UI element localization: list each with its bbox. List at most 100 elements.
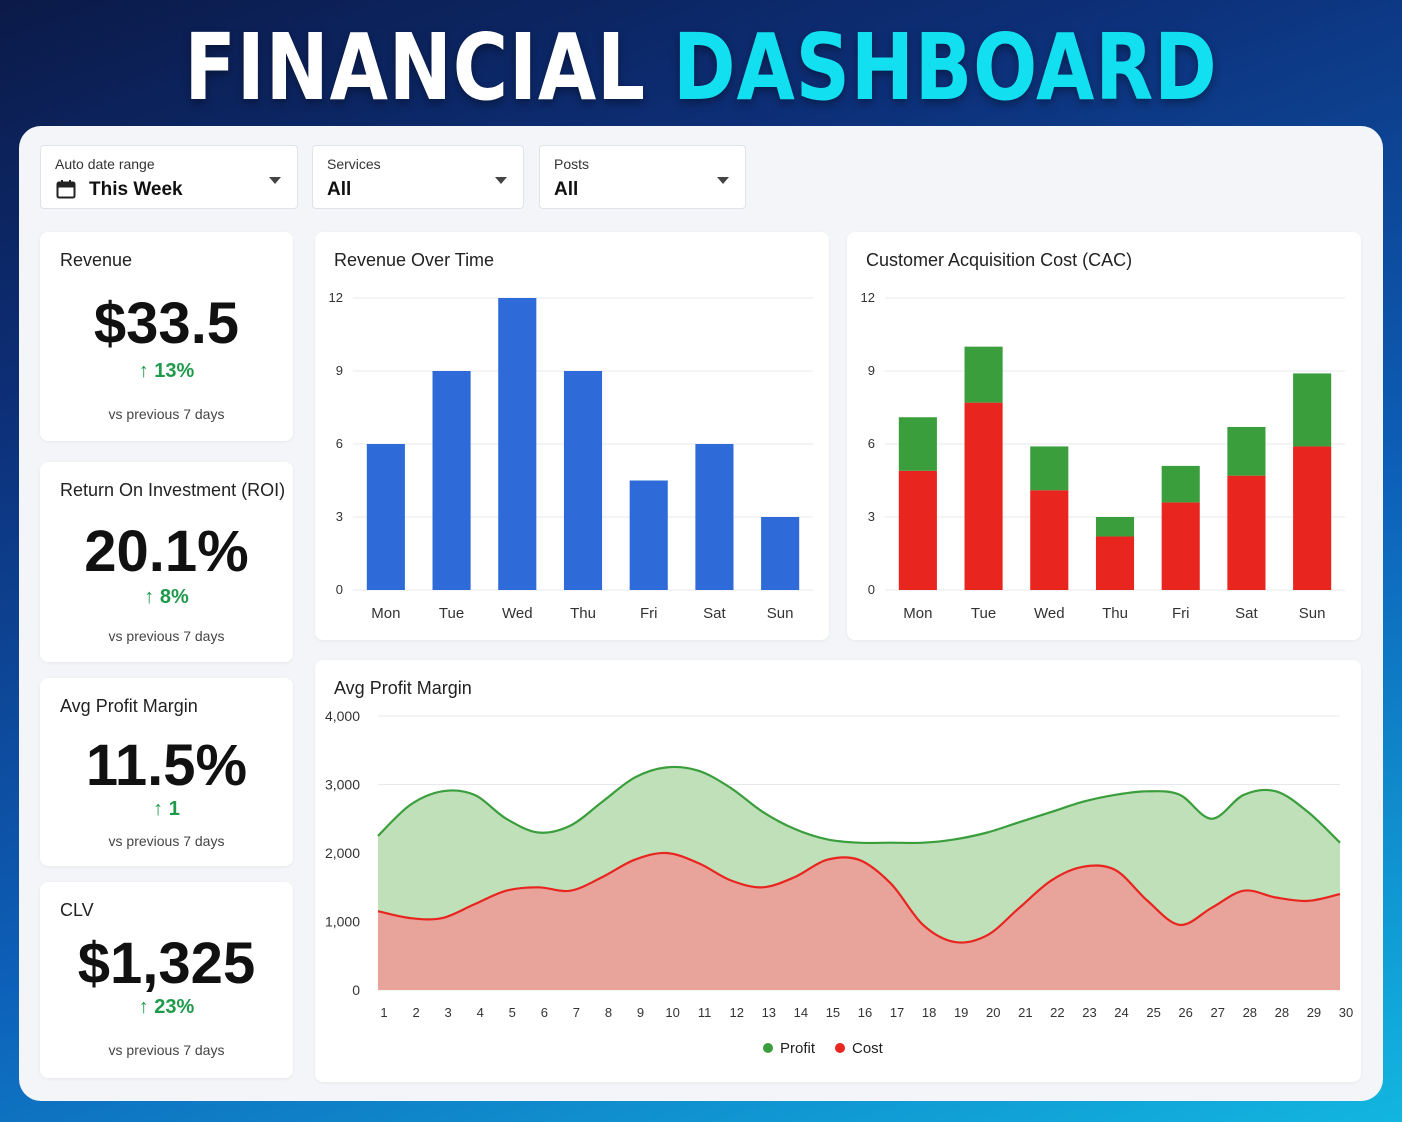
y-tick-label: 0	[336, 582, 343, 597]
x-tick-label: Sun	[1299, 605, 1326, 622]
x-tick-label: 20	[986, 1005, 1000, 1020]
legend-label-profit: Profit	[780, 1040, 816, 1057]
bar-segment	[898, 470, 937, 590]
y-tick-label: 6	[336, 436, 343, 451]
posts-dropdown[interactable]: Posts All	[539, 145, 746, 209]
x-tick-label: 26	[1178, 1005, 1192, 1020]
kpi-title: Revenue	[60, 250, 133, 270]
bar-segment	[1095, 536, 1135, 590]
x-tick-label: 19	[954, 1005, 968, 1020]
x-tick-label: 25	[1146, 1005, 1160, 1020]
x-tick-label: 2	[412, 1005, 419, 1020]
bar-segment	[1030, 446, 1069, 491]
revenue-chart-card: Revenue Over Time 0 3 6 9 12 Mon Tue Wed Thu Fri S…	[315, 232, 829, 640]
bar-segment	[1227, 426, 1266, 476]
posts-label: Posts	[554, 156, 590, 172]
x-tick-label: 7	[573, 1005, 580, 1020]
x-tick-label: Sun	[767, 605, 794, 622]
calendar-icon	[56, 180, 76, 199]
kpi-delta: ↑ 23%	[138, 996, 195, 1018]
x-tick-label: 13	[762, 1005, 776, 1020]
y-tick-label: 2,000	[325, 845, 360, 861]
y-tick-label: 3	[868, 509, 875, 524]
legend-label-cost: Cost	[852, 1040, 884, 1057]
bar-segment	[1030, 490, 1069, 590]
y-tick-label: 12	[861, 290, 875, 305]
kpi-delta: ↑ 1	[153, 798, 180, 820]
kpi-subtext: vs previous 7 days	[108, 833, 225, 849]
kpi-value: 20.1%	[84, 519, 249, 584]
bar	[432, 371, 471, 590]
kpi-value: $33.5	[93, 291, 240, 356]
cost-area	[378, 852, 1340, 990]
profit-line	[377, 765, 1341, 845]
bar-segment	[1293, 446, 1332, 590]
kpi-title: CLV	[60, 900, 94, 920]
date-range-dropdown[interactable]: Auto date range This Week	[40, 145, 298, 209]
chart-title: Revenue Over Time	[334, 250, 495, 270]
kpi-title: Return On Investment (ROI)	[60, 480, 286, 500]
x-tick-label: Fri	[1172, 605, 1190, 622]
kpi-card-roi: Return On Investment (ROI) 20.1% ↑ 8% vs…	[40, 462, 293, 662]
chevron-down-icon	[269, 177, 281, 184]
x-tick-label: 1	[380, 1005, 387, 1020]
x-tick-label: 23	[1082, 1005, 1096, 1020]
x-tick-label: Fri	[640, 605, 658, 622]
x-tick-label: 27	[1210, 1005, 1224, 1020]
x-tick-label: Tue	[971, 605, 996, 622]
y-tick-label: 12	[329, 290, 343, 305]
kpi-card-clv: CLV $1,325 ↑ 23% vs previous 7 days	[40, 882, 293, 1078]
x-tick-label: 4	[477, 1005, 484, 1020]
y-tick-label: 9	[868, 363, 875, 378]
x-tick-label: Thu	[570, 605, 596, 622]
y-tick-label: 3	[336, 509, 343, 524]
y-tick-label: 4,000	[325, 708, 360, 724]
x-tick-label: 18	[922, 1005, 936, 1020]
kpi-subtext: vs previous 7 days	[108, 1042, 225, 1058]
legend-swatch-profit	[763, 1043, 773, 1053]
x-tick-label: Wed	[1034, 605, 1065, 622]
y-tick-label: 0	[352, 982, 360, 998]
x-tick-label: 11	[698, 1005, 712, 1020]
kpi-subtext: vs previous 7 days	[108, 406, 225, 422]
cost-line	[377, 851, 1341, 944]
y-tick-label: 6	[868, 436, 875, 451]
kpi-subtext: vs previous 7 days	[108, 628, 225, 644]
services-dropdown[interactable]: Services All	[312, 145, 524, 209]
kpi-title: Avg Profit Margin	[60, 696, 198, 716]
x-tick-label: Mon	[903, 605, 932, 622]
y-tick-label: 3,000	[325, 777, 360, 793]
y-tick-label: 9	[336, 363, 343, 378]
dashboard-board: Auto date range This Week Services All P…	[19, 126, 1383, 1101]
services-value: All	[327, 179, 352, 200]
y-tick-label: 1,000	[325, 914, 360, 930]
x-tick-label: 10	[665, 1005, 679, 1020]
bar-segment	[1161, 465, 1200, 503]
chevron-down-icon	[717, 177, 729, 184]
x-tick-label: 8	[605, 1005, 612, 1020]
x-tick-label: 30	[1339, 1005, 1353, 1020]
posts-value: All	[554, 179, 579, 200]
x-tick-label: 22	[1050, 1005, 1064, 1020]
date-range-value: This Week	[89, 179, 183, 200]
bar	[366, 444, 405, 590]
legend-swatch-cost	[835, 1043, 845, 1053]
date-range-label: Auto date range	[55, 156, 155, 172]
bar	[629, 480, 668, 590]
x-tick-label: 21	[1018, 1005, 1032, 1020]
bar	[695, 444, 734, 590]
x-tick-label: 9	[637, 1005, 644, 1020]
revenue-bar-chart: 0 3 6 9 12 Mon Tue Wed Thu Fri Sat Sun	[329, 290, 813, 622]
bar	[761, 517, 800, 590]
kpi-value: 11.5%	[85, 733, 248, 798]
bar-segment	[1161, 502, 1200, 590]
kpi-value: $1,325	[77, 931, 256, 996]
x-tick-label: Sat	[1235, 605, 1258, 622]
bar-segment	[1227, 475, 1266, 590]
x-tick-label: 16	[858, 1005, 872, 1020]
bar	[563, 371, 603, 590]
x-tick-label: 28	[1275, 1005, 1289, 1020]
x-tick-label: 28	[1243, 1005, 1257, 1020]
x-tick-label: 5	[509, 1005, 516, 1020]
